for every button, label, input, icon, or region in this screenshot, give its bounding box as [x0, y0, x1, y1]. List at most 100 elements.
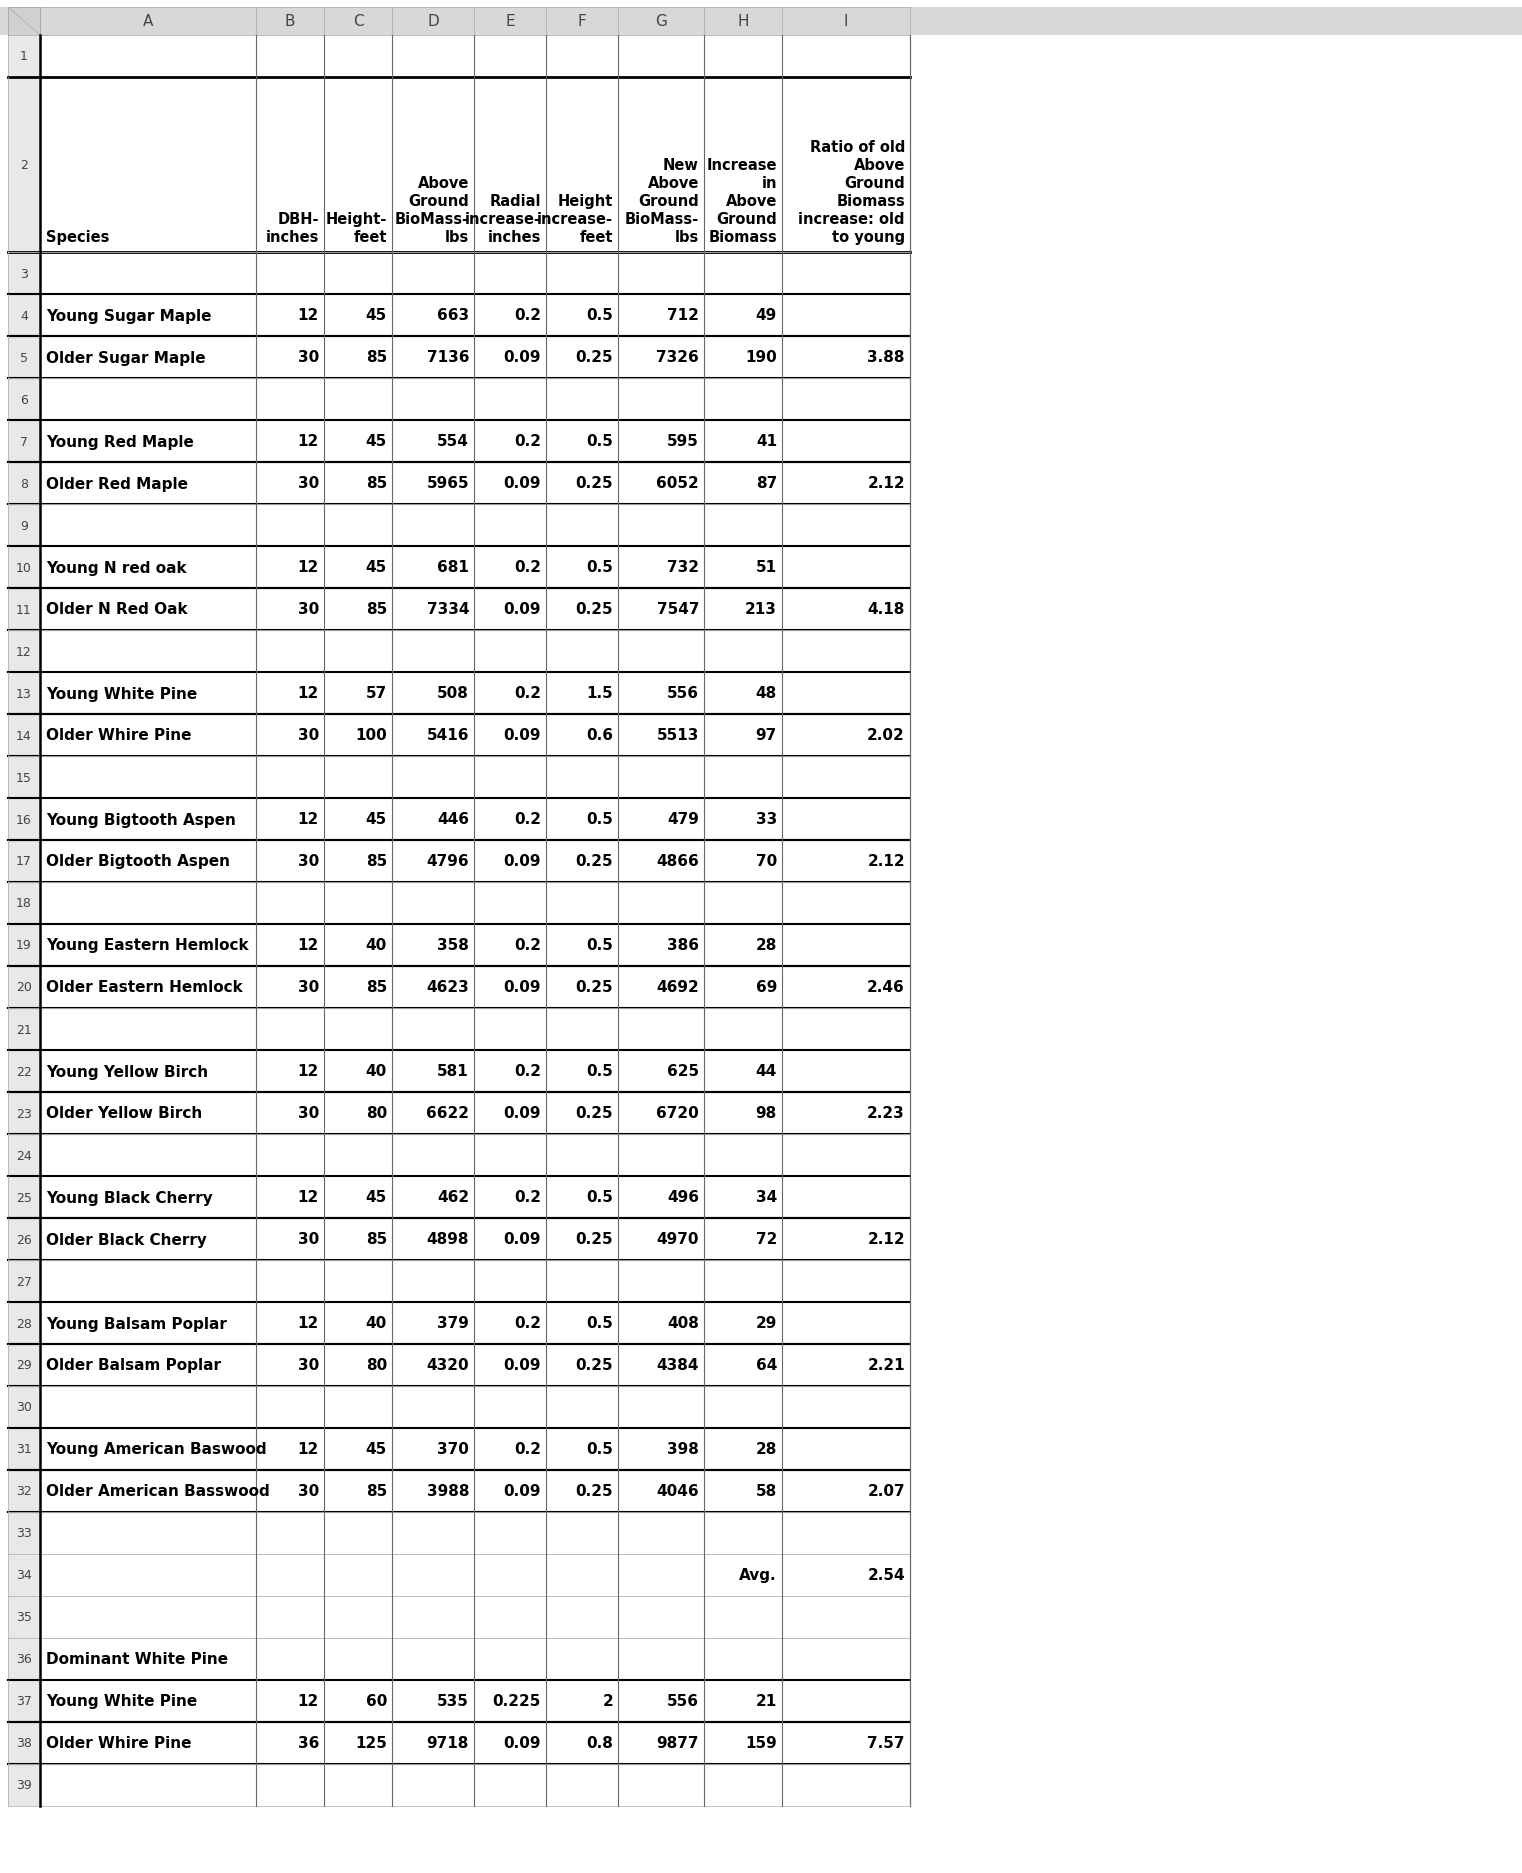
- Text: 12: 12: [298, 938, 320, 953]
- Text: 30: 30: [298, 603, 320, 618]
- Text: 26: 26: [17, 1232, 32, 1246]
- Bar: [8, 798, 40, 841]
- Bar: [8, 588, 40, 631]
- Text: 30: 30: [298, 854, 320, 869]
- Text: 2.12: 2.12: [868, 476, 906, 491]
- Text: G: G: [654, 15, 667, 30]
- Text: D: D: [428, 15, 438, 30]
- Text: 21: 21: [17, 1023, 32, 1036]
- Text: 5513: 5513: [656, 729, 699, 744]
- Text: 80: 80: [365, 1358, 387, 1373]
- Text: 28: 28: [755, 938, 778, 953]
- Text: 60: 60: [365, 1693, 387, 1708]
- Bar: [8, 1470, 40, 1512]
- Text: 30: 30: [298, 350, 320, 365]
- Text: 34: 34: [756, 1189, 778, 1204]
- Text: 3: 3: [20, 268, 27, 281]
- Text: 64: 64: [755, 1358, 778, 1373]
- Text: 0.25: 0.25: [575, 1105, 613, 1120]
- Text: Older N Red Oak: Older N Red Oak: [46, 603, 187, 618]
- Text: 0.09: 0.09: [504, 980, 540, 995]
- Bar: [8, 378, 40, 421]
- Text: 6622: 6622: [426, 1105, 469, 1120]
- Text: 15: 15: [17, 772, 32, 785]
- Text: 2.46: 2.46: [868, 980, 906, 995]
- Text: 85: 85: [365, 476, 387, 491]
- Text: 33: 33: [756, 813, 778, 828]
- Bar: [8, 841, 40, 882]
- Bar: [40, 1302, 910, 1345]
- Text: 7136: 7136: [426, 350, 469, 365]
- Text: 0.09: 0.09: [504, 603, 540, 618]
- Text: 6720: 6720: [656, 1105, 699, 1120]
- Text: 13: 13: [17, 687, 32, 701]
- Text: 0.25: 0.25: [575, 1232, 613, 1247]
- Bar: [40, 1386, 910, 1429]
- Text: Older Black Cherry: Older Black Cherry: [46, 1232, 207, 1247]
- Bar: [40, 547, 910, 588]
- Bar: [8, 79, 40, 253]
- Text: 85: 85: [365, 350, 387, 365]
- Text: 4970: 4970: [656, 1232, 699, 1247]
- Text: 0.09: 0.09: [504, 1483, 540, 1498]
- Text: Increase
in
Above
Ground
Biomass: Increase in Above Ground Biomass: [706, 157, 778, 245]
- Text: 2.12: 2.12: [868, 1232, 906, 1247]
- Text: 33: 33: [17, 1526, 32, 1540]
- Text: Young American Baswood: Young American Baswood: [46, 1442, 266, 1457]
- Text: 12: 12: [298, 686, 320, 701]
- Text: 7326: 7326: [656, 350, 699, 365]
- Text: Older Whire Pine: Older Whire Pine: [46, 729, 192, 744]
- Text: 0.2: 0.2: [514, 686, 540, 701]
- Bar: [8, 1176, 40, 1217]
- Text: 8: 8: [20, 478, 27, 491]
- Bar: [40, 798, 910, 841]
- Text: 34: 34: [17, 1570, 32, 1581]
- Text: 40: 40: [365, 938, 387, 953]
- Text: Young Eastern Hemlock: Young Eastern Hemlock: [46, 938, 248, 953]
- Text: 0.2: 0.2: [514, 309, 540, 324]
- Bar: [40, 1470, 910, 1512]
- Bar: [40, 253, 910, 294]
- Text: 3988: 3988: [426, 1483, 469, 1498]
- Text: 28: 28: [755, 1442, 778, 1457]
- Bar: [8, 504, 40, 547]
- Text: 2.54: 2.54: [868, 1568, 906, 1583]
- Text: Species: Species: [46, 230, 110, 245]
- Text: 4.18: 4.18: [868, 603, 906, 618]
- Text: Young White Pine: Young White Pine: [46, 1693, 198, 1708]
- Text: 6052: 6052: [656, 476, 699, 491]
- Text: 5965: 5965: [426, 476, 469, 491]
- Text: Older Sugar Maple: Older Sugar Maple: [46, 350, 205, 365]
- Bar: [8, 463, 40, 504]
- Text: 0.2: 0.2: [514, 1317, 540, 1332]
- Text: 5416: 5416: [426, 729, 469, 744]
- Text: 45: 45: [365, 435, 387, 450]
- Bar: [40, 421, 910, 463]
- Text: 25: 25: [17, 1191, 32, 1204]
- Bar: [40, 463, 910, 504]
- Bar: [8, 1217, 40, 1261]
- Bar: [8, 1555, 40, 1596]
- Text: 12: 12: [298, 1442, 320, 1457]
- Text: 379: 379: [437, 1317, 469, 1332]
- Text: Older Yellow Birch: Older Yellow Birch: [46, 1105, 202, 1120]
- Text: 30: 30: [298, 1483, 320, 1498]
- Bar: [0, 7, 1522, 36]
- Text: C: C: [353, 15, 364, 30]
- Text: 41: 41: [756, 435, 778, 450]
- Bar: [8, 7, 40, 36]
- Bar: [40, 1429, 910, 1470]
- Text: 663: 663: [437, 309, 469, 324]
- Bar: [8, 253, 40, 294]
- Bar: [8, 421, 40, 463]
- Text: 80: 80: [365, 1105, 387, 1120]
- Bar: [40, 715, 910, 757]
- Text: 30: 30: [298, 1105, 320, 1120]
- Text: 45: 45: [365, 813, 387, 828]
- Text: 0.09: 0.09: [504, 1232, 540, 1247]
- Text: 57: 57: [365, 686, 387, 701]
- Text: 0.5: 0.5: [586, 309, 613, 324]
- Text: 22: 22: [17, 1066, 32, 1079]
- Text: 19: 19: [17, 938, 32, 951]
- Text: Young Black Cherry: Young Black Cherry: [46, 1189, 213, 1204]
